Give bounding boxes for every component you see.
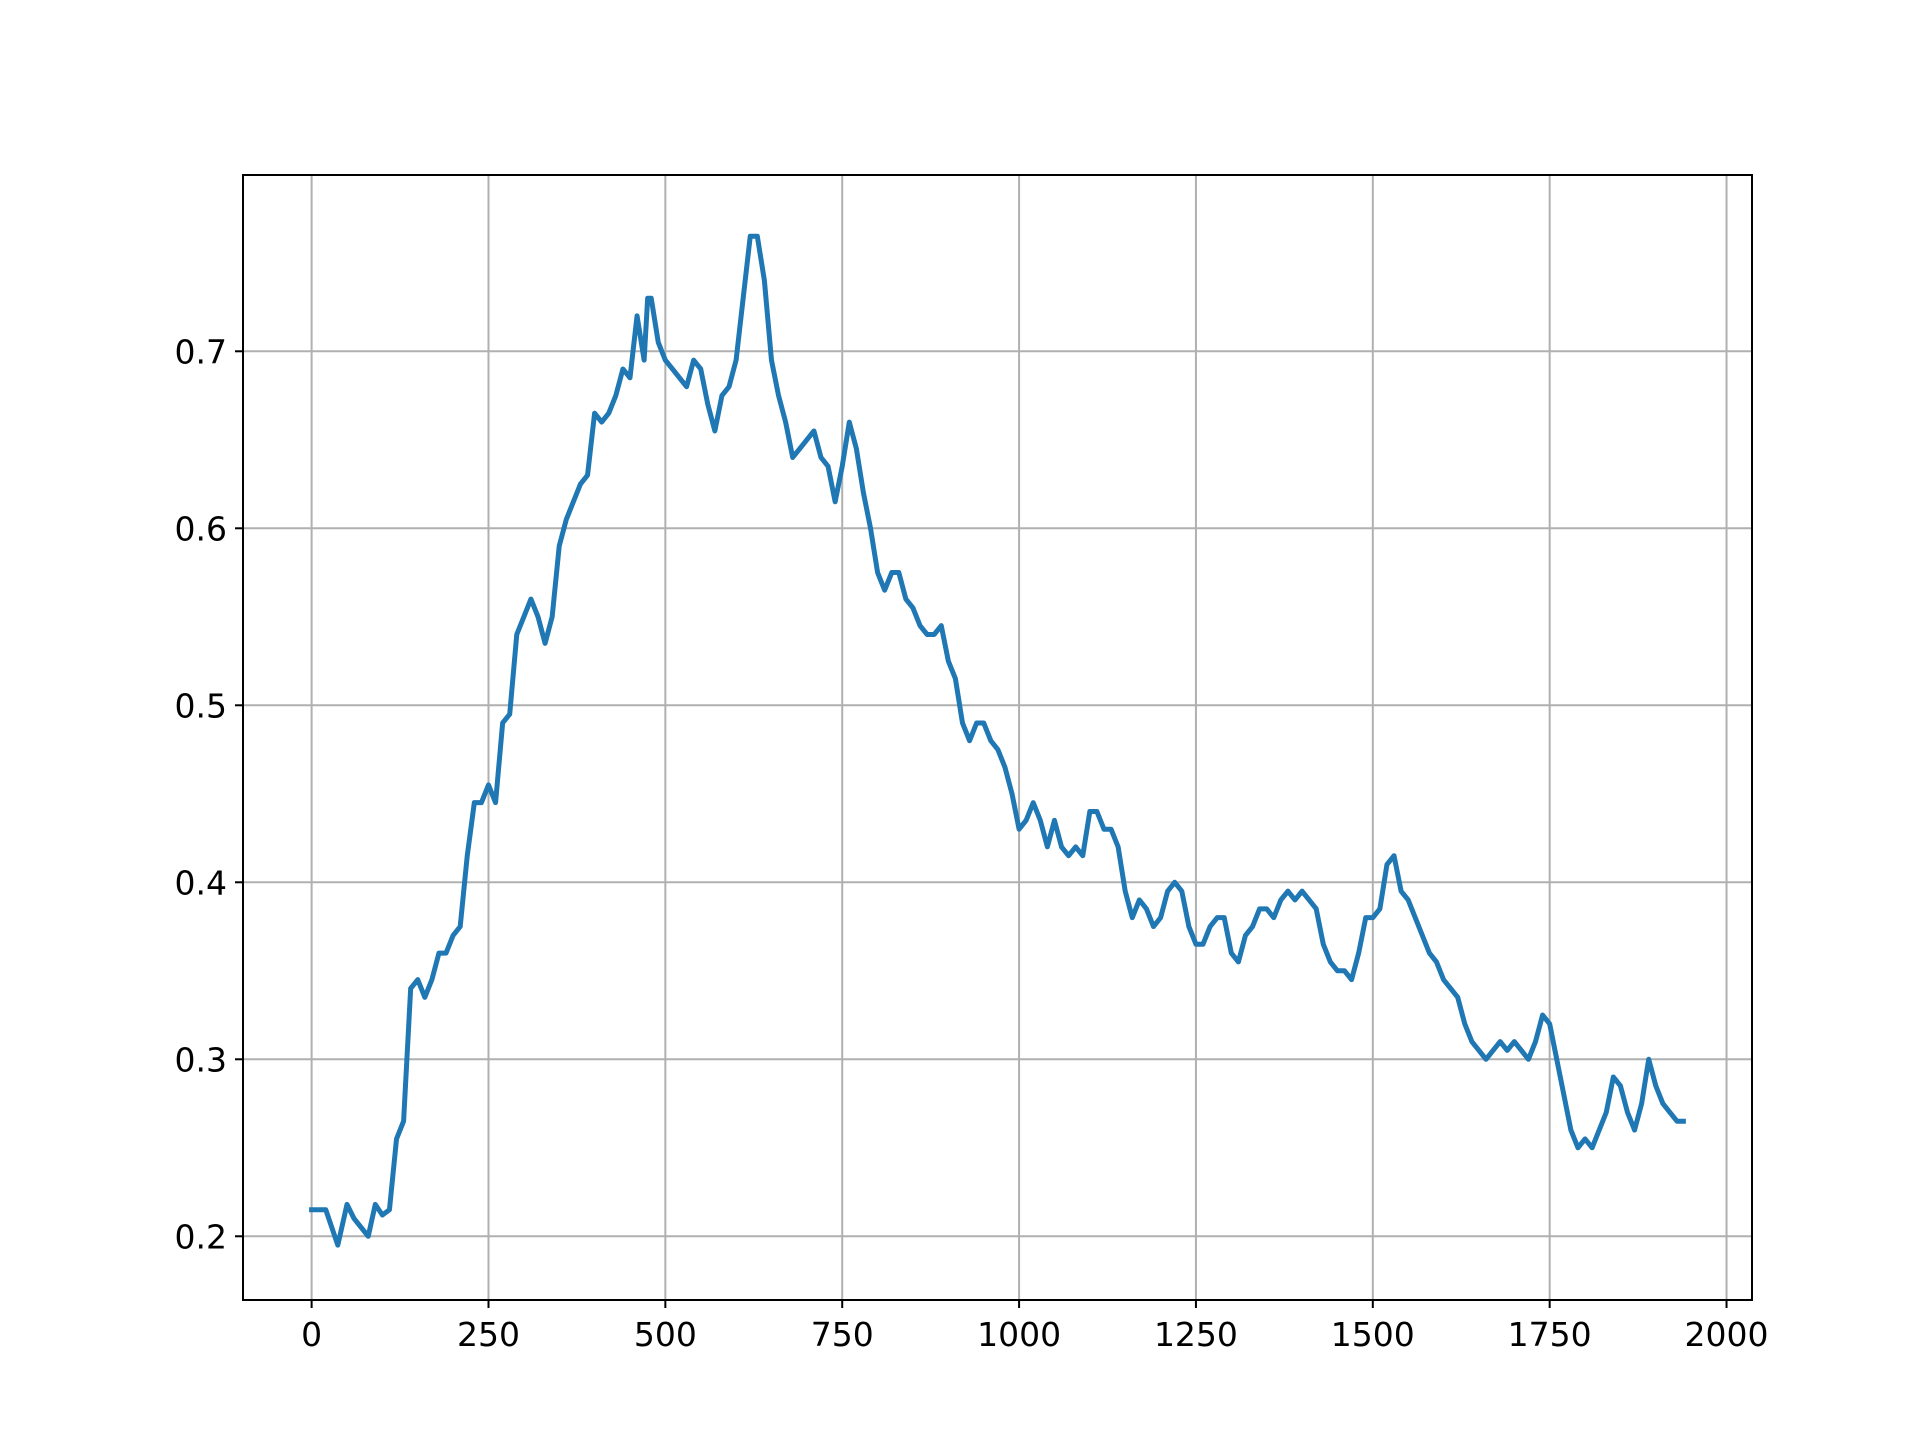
x-tick-label: 1750	[1508, 1315, 1592, 1354]
y-tick-label: 0.2	[175, 1217, 227, 1256]
y-tick-label: 0.3	[175, 1040, 227, 1079]
y-tick-label: 0.4	[175, 863, 227, 902]
y-tick-label: 0.5	[175, 686, 227, 725]
x-tick-label: 500	[634, 1315, 697, 1354]
x-tick-label: 250	[457, 1315, 520, 1354]
x-tick-label: 2000	[1685, 1315, 1769, 1354]
plot-frame	[242, 174, 1753, 1301]
x-tick-label: 0	[301, 1315, 322, 1354]
x-tick-label: 1000	[977, 1315, 1061, 1354]
x-tick-label: 1500	[1331, 1315, 1415, 1354]
x-tick-label: 1250	[1154, 1315, 1238, 1354]
y-tick-label: 0.7	[175, 332, 227, 371]
x-tick-label: 750	[811, 1315, 874, 1354]
line-series	[309, 233, 1686, 1248]
y-tick-label: 0.6	[175, 509, 227, 548]
